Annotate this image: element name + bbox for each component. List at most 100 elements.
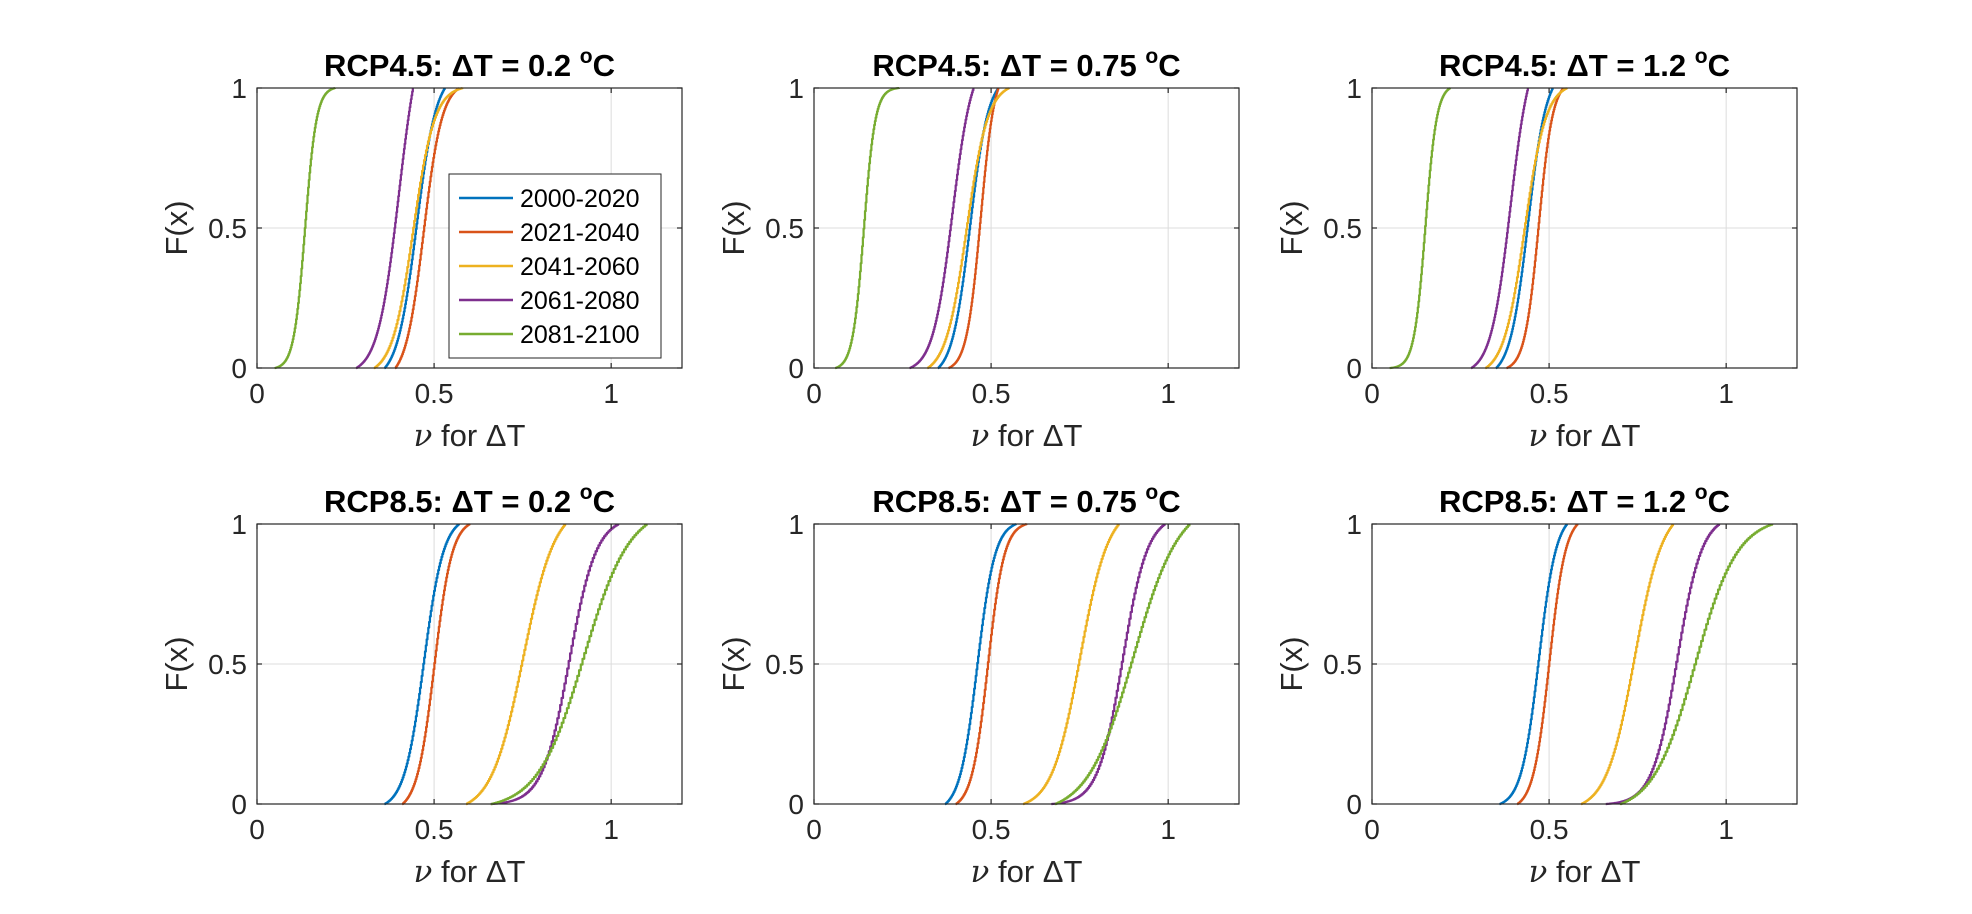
y-axis-label: F(x) (716, 200, 751, 255)
x-tick-label: 0.5 (1530, 814, 1569, 845)
x-axis-label-symbol: ν (1529, 854, 1548, 890)
x-tick-label: 0.5 (972, 378, 1011, 409)
x-axis-label-symbol: ν (414, 854, 433, 890)
chart-title-main: RCP8.5: ΔT = 0.75 (872, 484, 1145, 519)
cdf-series-line (1605, 523, 1721, 806)
y-axis-label: F(x) (1274, 200, 1309, 255)
y-axis-label: F(x) (1274, 636, 1309, 691)
y-tick-label: 0.5 (208, 213, 247, 244)
cdf-series-line (955, 523, 1028, 806)
x-axis-label: ν for ΔT (971, 854, 1083, 890)
chart-title: RCP4.5: ΔT = 1.2 oC (1439, 45, 1730, 83)
x-tick-label: 0.5 (1530, 378, 1569, 409)
cdf-series-line (1389, 87, 1452, 370)
degree-superscript: o (1695, 45, 1708, 68)
cdf-series-line (927, 87, 1010, 370)
x-axis-label: ν for ΔT (971, 418, 1083, 454)
x-axis-label-text: for ΔT (1547, 418, 1640, 453)
y-tick-label: 1 (1346, 73, 1362, 104)
x-tick-label: 0.5 (972, 814, 1011, 845)
chart-title-unit: C (1708, 484, 1730, 519)
x-tick-label: 0 (806, 814, 822, 845)
y-tick-label: 0.5 (1323, 649, 1362, 680)
x-tick-label: 0 (806, 378, 822, 409)
cdf-series-line (1499, 523, 1568, 806)
degree-superscript: o (580, 45, 593, 68)
cdf-series-line (1470, 88, 1529, 370)
legend-label: 2081-2100 (520, 321, 640, 349)
y-tick-label: 0.5 (765, 213, 804, 244)
cdf-series-line (1054, 524, 1191, 806)
legend-label: 2041-2060 (520, 253, 640, 281)
chart-title-main: RCP8.5: ΔT = 1.2 (1439, 484, 1695, 519)
y-tick-label: 0 (231, 789, 247, 820)
x-axis-label-text: for ΔT (1547, 854, 1640, 889)
chart-title-unit: C (593, 484, 615, 519)
x-tick-label: 1 (1160, 814, 1176, 845)
cdf-series-line (834, 86, 901, 370)
cdf-series-line (373, 87, 464, 370)
legend-label: 2000-2020 (520, 185, 640, 213)
x-axis-label-text: for ΔT (989, 854, 1082, 889)
y-tick-label: 0 (231, 353, 247, 384)
chart-title-unit: C (1158, 48, 1180, 83)
chart-title-unit: C (1708, 48, 1730, 83)
cdf-series-line (948, 88, 1000, 370)
y-tick-label: 0.5 (765, 649, 804, 680)
cdf-series-line (490, 523, 620, 806)
chart-title: RCP8.5: ΔT = 0.2 oC (324, 481, 615, 519)
x-tick-label: 1 (1718, 814, 1734, 845)
degree-superscript: o (1695, 481, 1708, 504)
x-tick-label: 1 (603, 814, 619, 845)
x-axis-label-symbol: ν (414, 418, 433, 454)
chart-title-unit: C (593, 48, 615, 83)
y-tick-label: 0.5 (1323, 213, 1362, 244)
legend-label: 2021-2040 (520, 219, 640, 247)
legend: 2000-2020 2021-2040 2041-2060 2061-2080 2081… (448, 173, 662, 359)
cdf-series-line (1022, 524, 1120, 806)
x-axis-label-symbol: ν (971, 854, 990, 890)
cdf-series-line (355, 88, 414, 370)
legend-label: 2061-2080 (520, 287, 640, 315)
y-tick-label: 1 (231, 509, 247, 540)
x-axis-label: ν for ΔT (414, 854, 526, 890)
cdf-series-line (465, 524, 567, 806)
cdf-series-line (394, 87, 460, 370)
x-tick-label: 1 (603, 378, 619, 409)
y-axis-label: F(x) (716, 636, 751, 691)
x-tick-label: 1 (1160, 378, 1176, 409)
x-tick-label: 1 (1718, 378, 1734, 409)
chart-title-main: RCP4.5: ΔT = 0.75 (872, 48, 1145, 83)
y-axis-label: F(x) (159, 636, 194, 691)
chart-title-main: RCP4.5: ΔT = 1.2 (1439, 48, 1695, 83)
cdf-series-line (1495, 88, 1554, 370)
cdf-series-line (274, 87, 337, 370)
x-tick-label: 0 (1364, 378, 1380, 409)
x-axis-label-symbol: ν (1529, 418, 1548, 454)
cdf-series-line (384, 523, 460, 806)
x-tick-label: 0.5 (415, 378, 454, 409)
degree-superscript: o (1145, 45, 1158, 68)
cdf-series-line (944, 523, 1017, 806)
y-tick-label: 1 (788, 73, 804, 104)
cdf-series-line (1516, 523, 1579, 806)
x-tick-label: 0 (249, 378, 265, 409)
chart-title-main: RCP8.5: ΔT = 0.2 (324, 484, 580, 519)
cdf-series-line (1619, 523, 1774, 806)
x-tick-label: 0 (249, 814, 265, 845)
cdf-series-line (384, 88, 446, 370)
cdf-series-line (490, 524, 648, 806)
x-axis-label-symbol: ν (971, 418, 990, 454)
y-tick-label: 0 (788, 789, 804, 820)
chart-title-unit: C (1158, 484, 1180, 519)
x-axis-label: ν for ΔT (1529, 418, 1641, 454)
y-tick-label: 0 (788, 353, 804, 384)
chart-title: RCP4.5: ΔT = 0.75 oC (872, 45, 1180, 83)
cdf-series-line (1485, 87, 1568, 370)
y-tick-label: 0.5 (208, 649, 247, 680)
